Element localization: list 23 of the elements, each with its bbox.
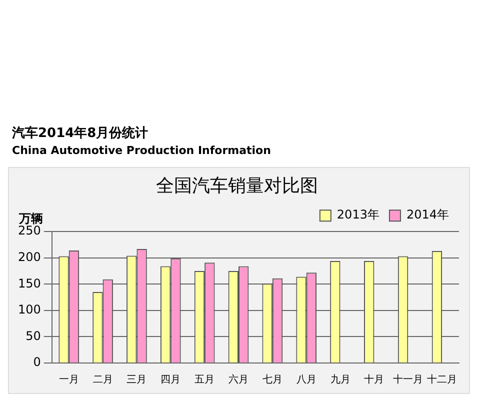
y-tick-label: 200 bbox=[18, 250, 41, 264]
x-tick-label: 十一月 bbox=[393, 374, 424, 386]
x-tick-label: 四月 bbox=[160, 374, 181, 386]
x-tick-label: 七月 bbox=[262, 374, 282, 386]
y-tick-label: 100 bbox=[18, 302, 41, 317]
y-tick-label: 0 bbox=[33, 355, 41, 370]
x-tick-label: 六月 bbox=[228, 374, 248, 386]
y-tick-label: 50 bbox=[26, 328, 41, 343]
legend-label: 2014年 bbox=[406, 208, 450, 222]
y-axis-title: 万辆 bbox=[18, 212, 43, 226]
x-tick-label: 二月 bbox=[92, 374, 113, 386]
x-tick-label: 十月 bbox=[364, 374, 384, 386]
chart-title: 全国汽车销量对比图 bbox=[156, 175, 318, 196]
legend-label: 2013年 bbox=[336, 208, 380, 222]
x-tick-label: 八月 bbox=[296, 374, 316, 386]
y-tick-label: 150 bbox=[18, 276, 41, 290]
x-tick-label: 三月 bbox=[126, 374, 147, 386]
x-tick-label: 九月 bbox=[330, 374, 350, 386]
y-tick-label: 250 bbox=[18, 224, 41, 238]
x-tick-label: 五月 bbox=[194, 374, 215, 386]
chart-subtitle: 汽车2014年8月份统计 China Automotive Production Information bbox=[12, 124, 272, 157]
x-tick-label: 一月 bbox=[58, 374, 79, 386]
x-tick-label: 十二月 bbox=[427, 374, 458, 386]
